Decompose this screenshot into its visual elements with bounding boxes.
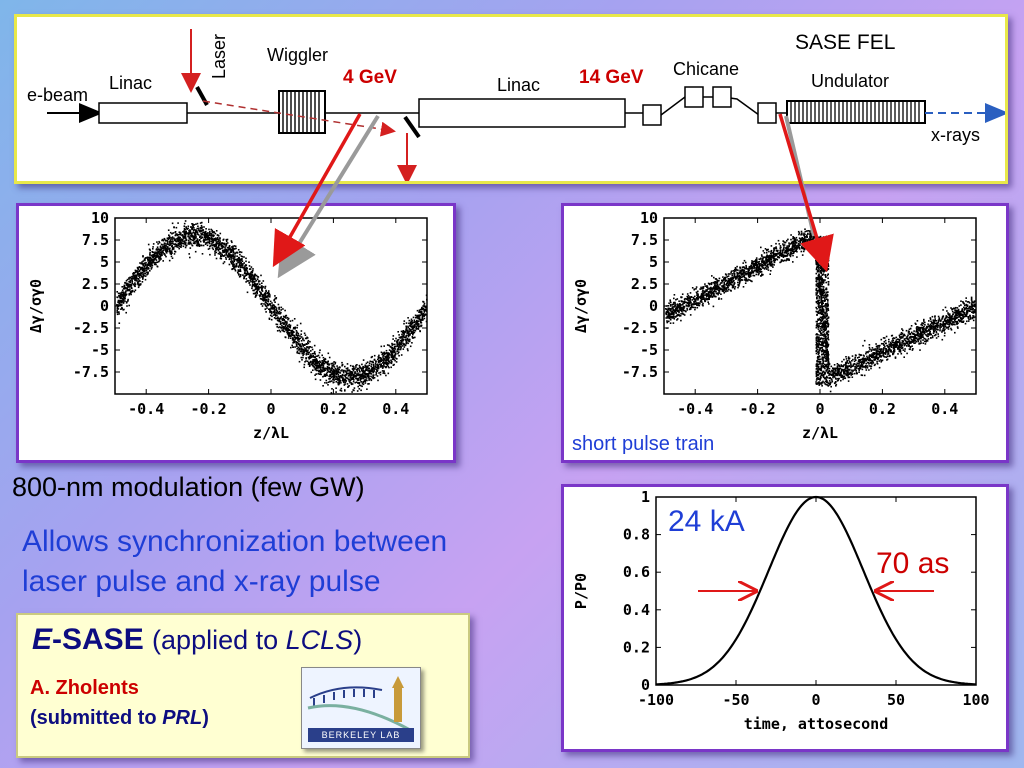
plot3-ylabel: P/P0 bbox=[572, 573, 590, 609]
undulator-label: Undulator bbox=[811, 71, 889, 91]
journal-name: PRL bbox=[162, 707, 203, 729]
plot2-ytick-label: -2.5 bbox=[622, 319, 658, 337]
plot1-ytick-label: -7.5 bbox=[73, 363, 109, 381]
schematic-svg: SASE FEL e-beam Linac Laser Wiggler 4 Ge… bbox=[27, 29, 1005, 181]
plot1-ytick-label: -5 bbox=[91, 341, 109, 359]
plot1-ytick-label: 0 bbox=[100, 297, 109, 315]
chicane-label: Chicane bbox=[673, 59, 739, 79]
plot2-ytick-label: -5 bbox=[640, 341, 658, 359]
plot3-ytick-label: 0 bbox=[641, 676, 650, 694]
plot2-ytick-label: 2.5 bbox=[631, 275, 658, 293]
wiggler-box bbox=[278, 90, 326, 134]
modulation-caption: 800-nm modulation (few GW) bbox=[12, 472, 365, 502]
plot1-ytick-label: -2.5 bbox=[73, 319, 109, 337]
plot1-xtick-label: -0.4 bbox=[128, 400, 164, 418]
applied-close: ) bbox=[353, 625, 363, 655]
plot2-svg: -0.4 -0.2 0 0.2 0.4 10 7.5 5 2.5 0 -2.5 -5 -7.5 z/λL Δ… bbox=[572, 209, 977, 455]
laser-label: Laser bbox=[209, 34, 229, 79]
plot3-xtick-label: 100 bbox=[962, 691, 989, 709]
current-annotation: 24 kA bbox=[668, 505, 745, 538]
plot2-ytick-label: 5 bbox=[649, 253, 658, 271]
submitted-open: (submitted to bbox=[30, 707, 163, 729]
plot1-xtick-label: 0.2 bbox=[320, 400, 347, 418]
plot2-xtick-label: -0.2 bbox=[740, 400, 776, 418]
author-name: A. Zholents bbox=[30, 677, 139, 699]
schematic-title: SASE FEL bbox=[795, 31, 895, 54]
submitted-close: ) bbox=[202, 707, 209, 729]
esase-e: E bbox=[32, 623, 53, 656]
plot3-power-curve bbox=[656, 495, 976, 686]
plot2-ytick-label: 7.5 bbox=[631, 231, 658, 249]
plot2-xtick-label: 0.2 bbox=[869, 400, 896, 418]
plot2-ylabel: Δγ/σγ0 bbox=[572, 279, 590, 333]
plot3-xlabel: time, attosecond bbox=[744, 715, 889, 733]
plot1-ytick-label: 10 bbox=[91, 209, 109, 227]
chicane-magnet-2 bbox=[684, 86, 704, 108]
plot3-xtick-label: -50 bbox=[722, 691, 749, 709]
energy-modulation-plot: -0.4 -0.2 0 0.2 0.4 10 7.5 5 2.5 0 -2.5 -5 -7.5 z/λL Δ… bbox=[16, 203, 456, 463]
plot3-ytick-label: 0.2 bbox=[623, 638, 650, 656]
plot1-ytick-label: 7.5 bbox=[82, 231, 109, 249]
plot1-xtick-label: -0.2 bbox=[191, 400, 227, 418]
plot3-xtick-label: -100 bbox=[638, 691, 674, 709]
plot1-ytick-label: 5 bbox=[100, 253, 109, 271]
linac2-box bbox=[418, 98, 626, 128]
chicane-magnet-3 bbox=[712, 86, 732, 108]
chicane-magnet-1 bbox=[642, 104, 662, 126]
lcls-text: LCLS bbox=[285, 625, 354, 655]
energy-14gev-label: 14 GeV bbox=[579, 67, 644, 88]
plot2-scatter-points bbox=[665, 224, 977, 393]
beamline-schematic: SASE FEL e-beam Linac Laser Wiggler 4 Ge… bbox=[14, 14, 1008, 184]
laser-mirror-2 bbox=[403, 115, 421, 139]
plot3-ytick-label: 0.6 bbox=[623, 563, 650, 581]
linac2-label: Linac bbox=[497, 75, 540, 95]
plot2-xtick-label: -0.4 bbox=[677, 400, 713, 418]
undulator-box bbox=[786, 100, 926, 124]
wiggler-label: Wiggler bbox=[267, 45, 328, 65]
plot3-svg: -100 -50 0 50 100 1 0.8 0.6 0.4 0.2 0 time, attosec… bbox=[572, 488, 990, 733]
linac1-box bbox=[98, 102, 188, 124]
plot3-ytick-label: 1 bbox=[641, 488, 650, 506]
logo-graphic bbox=[307, 676, 411, 732]
plot1-svg: -0.4 -0.2 0 0.2 0.4 10 7.5 5 2.5 0 -2.5 -5 -7.5 z/λL Δ… bbox=[27, 209, 428, 442]
applied-open: (applied to bbox=[152, 625, 286, 655]
plot2-xtick-label: 0 bbox=[815, 400, 824, 418]
duration-annotation: 70 as bbox=[876, 547, 949, 580]
plot1-xtick-label: 0 bbox=[266, 400, 275, 418]
berkeley-lab-logo: BERKELEY LAB bbox=[301, 667, 421, 749]
ebeam-label: e-beam bbox=[27, 85, 88, 105]
logo-label: BERKELEY LAB bbox=[308, 728, 414, 742]
plot3-xtick-label: 0 bbox=[811, 691, 820, 709]
energy-4gev-label: 4 GeV bbox=[343, 67, 397, 88]
synchronization-text: Allows synchronization between laser pul… bbox=[22, 522, 447, 602]
plot2-ytick-label: -7.5 bbox=[622, 363, 658, 381]
chicane-magnet-4 bbox=[757, 102, 777, 124]
sync-line-1: Allows synchronization between bbox=[22, 525, 448, 558]
plot3-ytick-label: 0.4 bbox=[623, 601, 650, 619]
plot3-ytick-label: 0.8 bbox=[623, 526, 650, 544]
plot2-ytick-label: 0 bbox=[649, 297, 658, 315]
plot1-xlabel: z/λL bbox=[253, 424, 289, 442]
plot2-xlabel: z/λL bbox=[802, 424, 838, 442]
short-pulse-plot: -0.4 -0.2 0 0.2 0.4 10 7.5 5 2.5 0 -2.5 -5 -7.5 z/λL Δ… bbox=[561, 203, 1009, 463]
esase-title: E-SASE (applied to LCLS) bbox=[32, 623, 362, 657]
plot1-ylabel: Δγ/σγ0 bbox=[27, 279, 45, 333]
esase-rest: -SASE bbox=[52, 623, 144, 656]
xrays-label: x-rays bbox=[931, 125, 980, 145]
plot1-xtick-label: 0.4 bbox=[382, 400, 409, 418]
laser-mirror-1 bbox=[195, 86, 209, 106]
plot3-xtick-label: 50 bbox=[887, 691, 905, 709]
plot2-ytick-label: 10 bbox=[640, 209, 658, 227]
plot2-xtick-label: 0.4 bbox=[931, 400, 958, 418]
linac1-label: Linac bbox=[109, 73, 152, 93]
submitted-note: (submitted to PRL) bbox=[30, 707, 209, 730]
sync-line-2: laser pulse and x-ray pulse bbox=[22, 565, 381, 598]
plot1-ytick-label: 2.5 bbox=[82, 275, 109, 293]
plot1-scatter-points bbox=[116, 220, 428, 394]
short-pulse-train-label: short pulse train bbox=[572, 433, 714, 455]
power-profile-plot: -100 -50 0 50 100 1 0.8 0.6 0.4 0.2 0 time, attosec… bbox=[561, 484, 1009, 752]
reference-box: E-SASE (applied to LCLS) A. Zholents (su… bbox=[16, 613, 470, 758]
